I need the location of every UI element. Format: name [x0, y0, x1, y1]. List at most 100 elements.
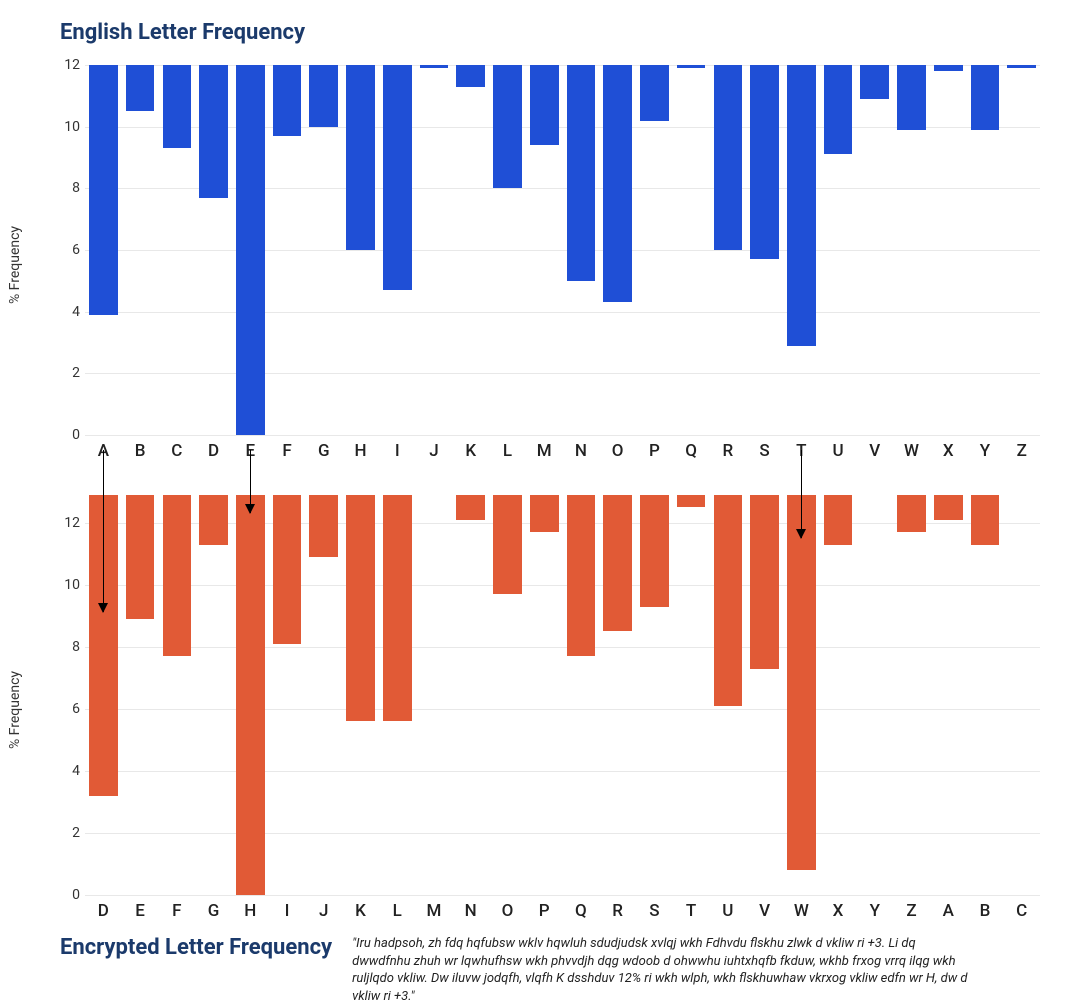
ytick-label: 12: [55, 57, 80, 73]
ytick-label: 6: [55, 242, 80, 258]
bar-slot: L: [489, 65, 526, 435]
bar-slot: J: [305, 495, 342, 895]
bar: [603, 495, 632, 631]
xtick-label: D: [208, 441, 219, 461]
grid-line: [85, 895, 1040, 896]
ytick-label: 0: [55, 887, 80, 903]
bar: [750, 65, 779, 259]
xtick-label: Q: [575, 901, 587, 921]
xtick-label: G: [318, 441, 330, 461]
xtick-label: T: [796, 441, 806, 461]
bar: [346, 65, 375, 250]
xtick-label: E: [245, 441, 255, 461]
chart2: % Frequency 024681012DEFGHIJKLMNOPQRSTUV…: [30, 485, 1050, 935]
bar-slot: T: [783, 65, 820, 435]
bar: [89, 65, 118, 315]
bar-slot: L: [379, 495, 416, 895]
caption-text: "Iru hadpsoh, zh fdq hqfubsw wklv hqwluh…: [352, 935, 972, 1005]
bar: [640, 495, 669, 607]
xtick-label: S: [649, 901, 659, 921]
xtick-label: M: [427, 901, 442, 921]
bar-slot: X: [820, 495, 857, 895]
bar-slot: F: [269, 65, 306, 435]
bar-slot: D: [85, 495, 122, 895]
bar-slot: S: [636, 495, 673, 895]
bar: [163, 65, 192, 148]
bar: [567, 495, 596, 656]
bar: [1007, 65, 1036, 68]
bar: [714, 495, 743, 706]
ytick-label: 2: [55, 365, 80, 381]
xtick-label: B: [135, 441, 146, 461]
bar-slot: Q: [563, 495, 600, 895]
bar: [199, 65, 228, 198]
ytick-label: 10: [55, 119, 80, 135]
bar: [309, 65, 338, 127]
bar-slot: T: [673, 495, 710, 895]
xtick-label: T: [686, 901, 696, 921]
bar-slot: E: [232, 65, 269, 435]
xtick-label: J: [429, 441, 438, 461]
chart2-title: Encrypted Letter Frequency: [60, 935, 332, 960]
xtick-label: I: [285, 901, 290, 921]
bar-slot: N: [452, 495, 489, 895]
xtick-label: L: [393, 901, 402, 921]
bar-slot: K: [342, 495, 379, 895]
bar-slot: Q: [673, 65, 710, 435]
xtick-label: F: [172, 901, 181, 921]
ytick-label: 6: [55, 701, 80, 717]
ytick-label: 2: [55, 825, 80, 841]
bar-slot: B: [122, 65, 159, 435]
xtick-label: O: [502, 901, 514, 921]
chart2-plot: 024681012DEFGHIJKLMNOPQRSTUVWXYZABC: [85, 495, 1040, 895]
bar-slot: P: [526, 495, 563, 895]
xtick-label: U: [722, 901, 733, 921]
bar: [346, 495, 375, 721]
bar: [126, 65, 155, 111]
bar: [530, 495, 559, 532]
bar-slot: I: [269, 495, 306, 895]
bar-slot: C: [1003, 495, 1040, 895]
bar-slot: V: [856, 65, 893, 435]
bar-slot: F: [158, 495, 195, 895]
xtick-label: A: [98, 441, 109, 461]
bar: [567, 65, 596, 281]
xtick-label: V: [759, 901, 770, 921]
bar-slot: B: [967, 495, 1004, 895]
xtick-label: L: [503, 441, 512, 461]
bar-slot: A: [930, 495, 967, 895]
bars-container: ABCDEFGHIJKLMNOPQRSTUVWXYZ: [85, 65, 1040, 435]
bar: [897, 65, 926, 130]
bars-container: DEFGHIJKLMNOPQRSTUVWXYZABC: [85, 495, 1040, 895]
bar-slot: U: [709, 495, 746, 895]
xtick-label: S: [759, 441, 769, 461]
xtick-label: X: [833, 901, 844, 921]
bar-slot: G: [305, 65, 342, 435]
xtick-label: W: [794, 901, 809, 921]
bar-slot: R: [599, 495, 636, 895]
bar-slot: K: [452, 65, 489, 435]
xtick-label: Y: [870, 901, 880, 921]
bar: [787, 495, 816, 870]
footer: Encrypted Letter Frequency "Iru hadpsoh,…: [30, 935, 1050, 1005]
xtick-label: J: [319, 901, 328, 921]
xtick-label: D: [98, 901, 109, 921]
bar-slot: Y: [967, 65, 1004, 435]
bar: [456, 65, 485, 87]
bar: [420, 65, 449, 68]
bar-slot: W: [783, 495, 820, 895]
bar-slot: S: [746, 65, 783, 435]
bar: [714, 65, 743, 250]
bar: [236, 495, 265, 895]
bar-slot: M: [416, 495, 453, 895]
bar-slot: M: [526, 65, 563, 435]
bar-slot: E: [122, 495, 159, 895]
xtick-label: E: [135, 901, 145, 921]
ytick-label: 0: [55, 427, 80, 443]
bar: [273, 65, 302, 136]
bar-slot: U: [820, 65, 857, 435]
bar-slot: I: [379, 65, 416, 435]
xtick-label: Z: [1017, 441, 1027, 461]
bar: [163, 495, 192, 656]
xtick-label: I: [395, 441, 400, 461]
